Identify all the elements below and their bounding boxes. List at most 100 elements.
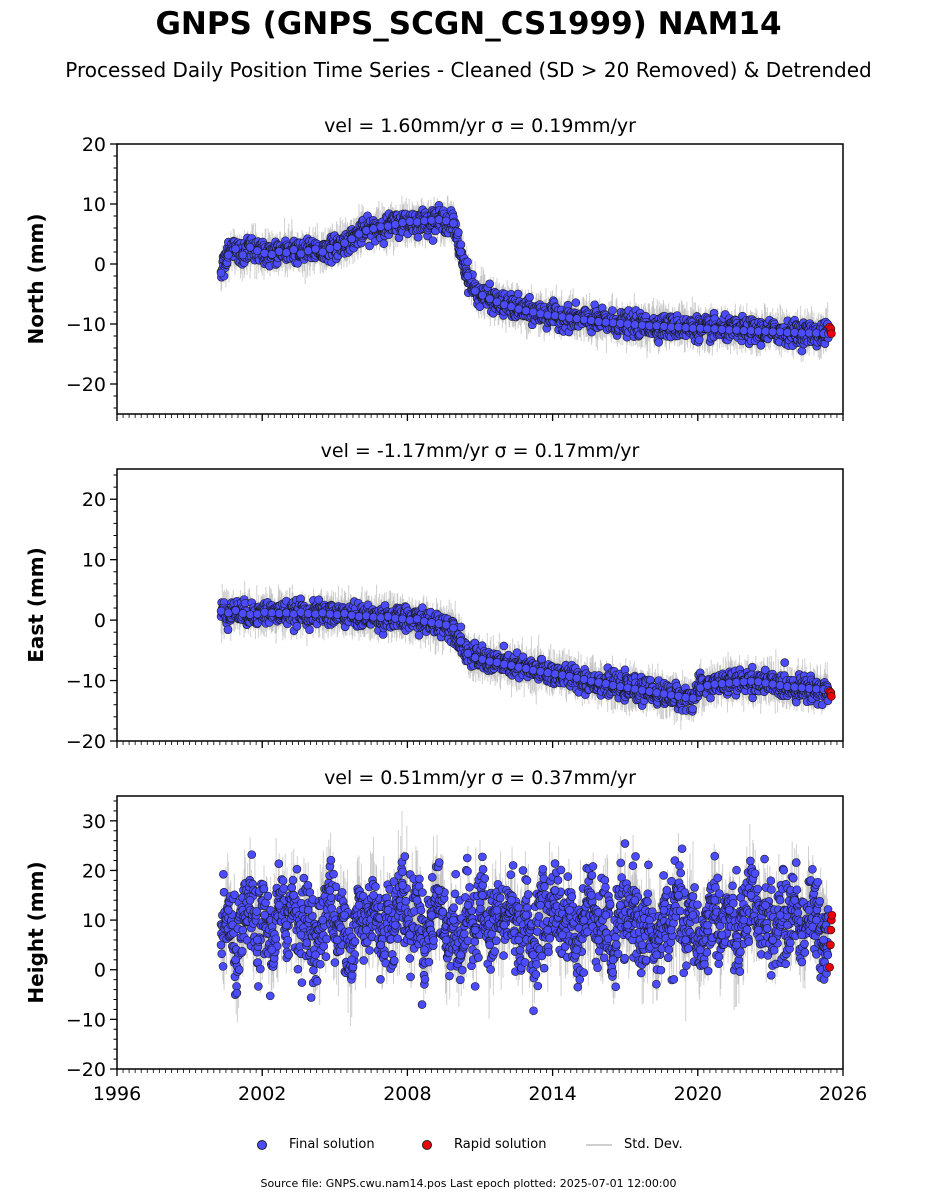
final-point: [695, 323, 705, 333]
final-point: [267, 250, 277, 259]
final-point: [216, 268, 226, 278]
final-point: [303, 246, 313, 256]
final-point: [245, 242, 255, 252]
final-point: [601, 317, 611, 327]
final-point: [318, 247, 328, 257]
final-point: [282, 248, 291, 257]
final-point: [572, 314, 582, 323]
final-point: [223, 625, 233, 634]
final-point: [418, 603, 427, 612]
final-point: [768, 327, 778, 337]
final-point: [260, 248, 269, 258]
final-point: [224, 250, 233, 260]
final-point: [579, 315, 589, 325]
final-point: [454, 228, 463, 237]
final-point: [238, 250, 248, 260]
final-point: [274, 247, 284, 256]
plot-area-east: [216, 580, 836, 730]
final-point: [379, 239, 389, 249]
final-point: [550, 311, 560, 320]
final-point: [513, 289, 523, 299]
final-point: [390, 220, 400, 229]
final-point: [289, 245, 298, 254]
final-point: [485, 294, 494, 304]
plot-area-north: [216, 195, 836, 362]
final-point: [717, 325, 727, 334]
final-point: [775, 327, 785, 337]
ylabel-north: North (mm): [24, 213, 48, 344]
final-point: [703, 324, 712, 334]
final-point: [507, 302, 516, 311]
final-point: [594, 317, 603, 326]
final-point: [694, 335, 704, 345]
final-point: [746, 326, 756, 335]
final-point: [637, 320, 647, 330]
final-point: [499, 641, 509, 651]
final-point: [565, 313, 574, 323]
final-point: [296, 249, 306, 259]
final-point: [463, 271, 473, 281]
final-point: [412, 217, 422, 227]
final-point: [654, 338, 663, 347]
final-point: [369, 224, 378, 233]
final-point: [354, 229, 364, 239]
final-point: [383, 221, 393, 231]
final-point: [311, 244, 320, 254]
final-point: [427, 215, 436, 225]
final-point: [398, 218, 407, 227]
final-point: [812, 328, 821, 338]
ytick-label: −10: [66, 314, 106, 336]
final-point: [365, 241, 374, 251]
final-point: [688, 323, 698, 333]
final-point: [616, 319, 625, 328]
final-point: [557, 312, 567, 322]
final-point: [797, 346, 807, 356]
final-point: [652, 321, 661, 331]
final-point: [475, 302, 485, 312]
final-point: [623, 319, 632, 329]
final-point: [456, 240, 466, 249]
ytick-label: 20: [82, 134, 106, 156]
final-point: [543, 310, 553, 320]
rapid-point: [827, 329, 836, 338]
final-point: [797, 328, 807, 338]
final-point: [470, 286, 480, 296]
final-point: [514, 304, 524, 314]
final-point: [456, 247, 465, 257]
ytick-label: −20: [66, 374, 106, 396]
page-title: GNPS (GNPS_SCGN_CS1999) NAM14: [155, 6, 782, 42]
final-point: [804, 328, 814, 338]
ytick-label: 0: [94, 254, 106, 276]
final-point: [441, 216, 451, 226]
final-point: [783, 328, 792, 337]
final-point: [485, 279, 494, 289]
final-point: [521, 306, 531, 316]
final-point: [361, 226, 371, 235]
final-point: [332, 242, 342, 251]
final-point: [376, 222, 386, 232]
final-point: [413, 232, 423, 242]
final-point: [456, 622, 466, 632]
final-point: [666, 322, 676, 332]
final-point: [428, 236, 438, 245]
final-point: [449, 218, 458, 228]
final-point: [645, 321, 654, 331]
final-point: [681, 323, 691, 332]
final-point: [756, 341, 766, 350]
final-point: [347, 234, 357, 244]
final-point: [463, 257, 472, 267]
ytick-label: 10: [82, 194, 106, 216]
final-point: [710, 324, 720, 334]
final-point: [492, 297, 502, 307]
final-point: [231, 244, 240, 254]
final-point: [674, 322, 683, 332]
final-point: [724, 325, 734, 335]
final-point: [761, 326, 770, 336]
final-point: [608, 306, 617, 315]
final-point: [587, 316, 596, 325]
final-point: [753, 326, 763, 336]
final-point: [528, 307, 538, 317]
